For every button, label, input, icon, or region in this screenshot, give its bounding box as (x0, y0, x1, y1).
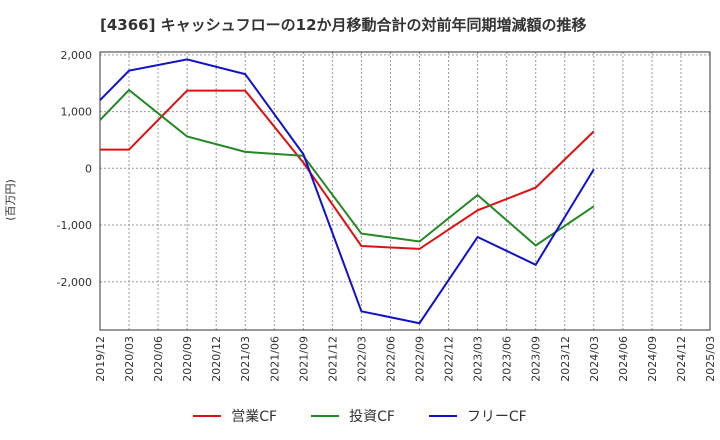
x-tick-label: 2020/06 (152, 336, 165, 382)
series-line-1 (100, 89, 595, 250)
x-tick-label: 2023/03 (472, 336, 485, 382)
legend-swatch (193, 415, 222, 417)
y-tick-labels: 2,000 1,000 0 -1,000 -2,000 (57, 49, 92, 289)
legend-swatch (428, 415, 457, 417)
legend-item-2: 投資CF (311, 406, 395, 426)
x-tick-label: 2023/09 (530, 336, 543, 382)
series-layer (99, 58, 595, 325)
legend-item-3: フリーCF (428, 406, 527, 426)
x-tick-label: 2019/12 (94, 336, 107, 382)
chart-title: [4366] キャッシュフローの12か月移動合計の対前年同期増減額の推移 (100, 16, 587, 34)
legend: 営業CF 投資CF フリーCF (0, 404, 720, 428)
x-tick-labels: 2019/12 2020/03 2020/06 2020/09 2020/12 2021/… (94, 336, 717, 382)
x-tick-label: 2025/03 (704, 336, 717, 382)
x-tick-label: 2022/06 (384, 336, 397, 382)
legend-label: フリーCF (466, 409, 527, 425)
y-tick-label: 0 (85, 162, 92, 175)
y-tick-label: -2,000 (57, 276, 92, 289)
y-tick-label: 2,000 (61, 49, 93, 62)
x-tick-label: 2021/06 (268, 336, 281, 382)
x-tick-label: 2021/03 (239, 336, 252, 382)
x-tick-label: 2023/12 (559, 336, 572, 382)
x-tick-label: 2023/06 (501, 336, 514, 382)
x-tick-label: 2022/03 (355, 336, 368, 382)
legend-label: 投資CF (349, 409, 395, 425)
legend-label: 営業CF (231, 409, 278, 425)
x-tick-label: 2024/03 (588, 336, 601, 382)
x-tick-label: 2020/09 (181, 336, 194, 382)
y-tick-label: 1,000 (61, 106, 93, 119)
x-tick-label: 2022/12 (443, 336, 456, 382)
legend-item-1: 営業CF (193, 406, 277, 426)
x-tick-label: 2021/12 (326, 336, 339, 382)
legend-swatch (311, 415, 340, 417)
plot-frame (99, 51, 711, 331)
x-tick-label: 2022/09 (414, 336, 427, 382)
x-tick-label: 2024/06 (617, 336, 630, 382)
x-tick-label: 2024/09 (646, 336, 659, 382)
y-axis-label: (百万円) (4, 179, 17, 221)
series-line-2 (99, 88, 595, 247)
x-tick-label: 2024/12 (675, 336, 688, 382)
x-tick-label: 2020/03 (123, 336, 136, 382)
series-line-3 (99, 58, 595, 325)
y-tick-label: -1,000 (57, 219, 92, 232)
grid-layer (100, 52, 710, 330)
x-tick-label: 2020/12 (210, 336, 223, 382)
x-tick-label: 2021/09 (297, 336, 310, 382)
